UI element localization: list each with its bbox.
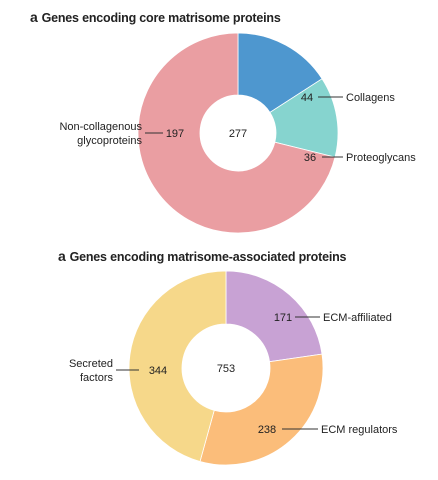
chart-1-title-text: Genes encoding core matrisome proteins [41, 11, 281, 25]
donut-total-label: 277 [229, 128, 247, 140]
category-label-ecm-affiliated: ECM-affiliated [323, 312, 392, 324]
value-label-secreted-factors: 344 [149, 365, 167, 377]
value-label-ecm-regulators: 238 [258, 424, 276, 436]
donut-chart-1: 277 44 Collagens 36 Proteoglycans 197 Non-coll… [59, 32, 416, 234]
chart-1-title: a Genes encoding core matrisome proteins [30, 9, 281, 25]
donut-total-label: 753 [217, 363, 235, 375]
chart-2-title: a Genes encoding matrisome-associated pro… [58, 248, 346, 264]
value-label-proteoglycans: 36 [304, 152, 316, 164]
category-label-non-collagenous-glycoproteins: Non-collagenous glycoproteins [59, 121, 142, 147]
donut-chart-2: 753 171 ECM-affiliated 238 ECM regulators 344… [69, 270, 398, 466]
slice-non-collagenous-glycoproteins [137, 32, 336, 234]
value-label-ecm-affiliated: 171 [274, 312, 292, 324]
slice-ecm-affiliated [225, 270, 323, 363]
value-label-collagens: 44 [301, 92, 313, 104]
category-label-collagens: Collagens [346, 92, 395, 104]
category-label-secreted-factors: Secreted factors [69, 358, 114, 384]
value-label-non-collagenous-glycoproteins: 197 [166, 128, 184, 140]
chart-1-panel-letter: a [30, 9, 38, 25]
chart-2-panel-letter: a [58, 248, 66, 264]
category-label-ecm-regulators: ECM regulators [321, 424, 398, 436]
slice-secreted-factors [128, 270, 227, 462]
chart-2-title-text: Genes encoding matrisome-associated prot… [69, 250, 347, 264]
slice-ecm-regulators [199, 353, 324, 466]
category-label-proteoglycans: Proteoglycans [346, 152, 416, 164]
